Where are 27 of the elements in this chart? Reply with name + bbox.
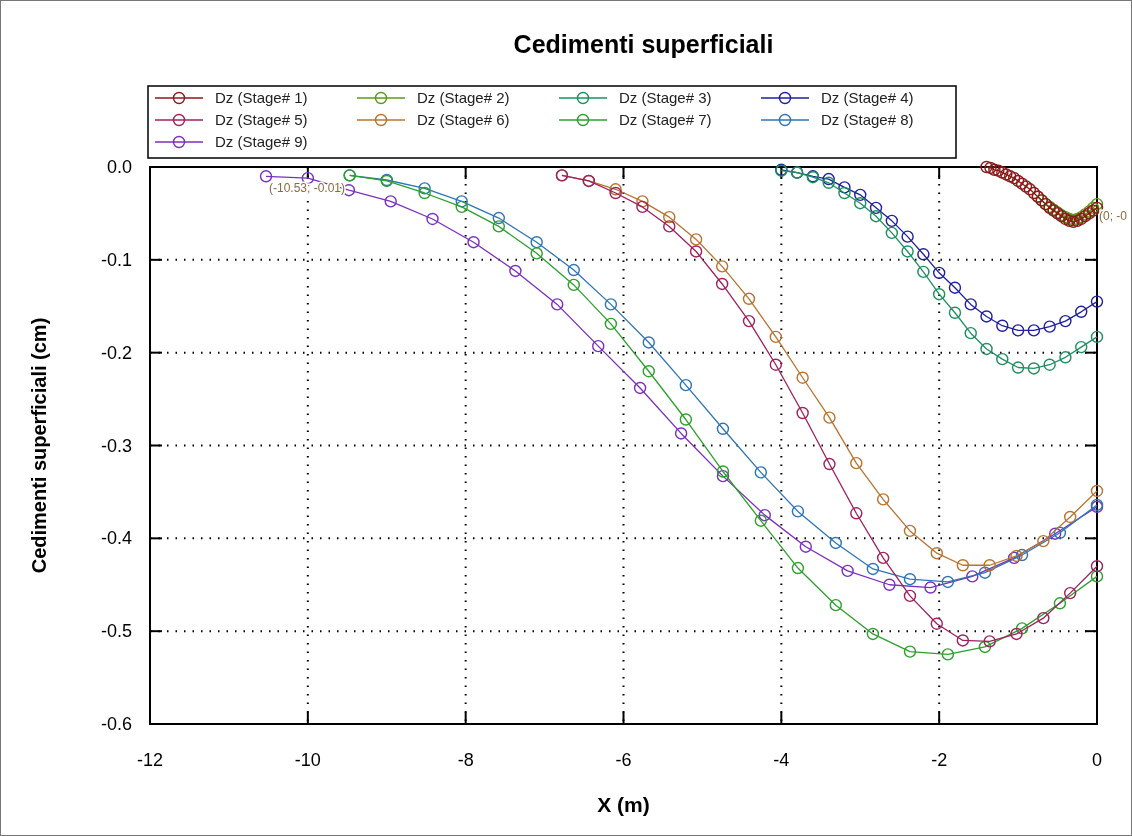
x-tick-label: -6 [615,750,632,770]
chart-title: Cedimenti superficiali [513,30,774,58]
y-tick-label: -0.5 [100,621,132,642]
y-tick-label: -0.1 [100,249,132,270]
annotation: (0; -0 [1099,209,1128,224]
y-tick-label: -0.3 [100,435,132,456]
y-axis-title: Cedimenti superficiali (cm) [28,317,50,574]
y-tick-label: -0.4 [100,528,132,549]
legend-label: Dz (Stage# 7) [619,111,712,128]
legend-label: Dz (Stage# 5) [215,111,308,128]
x-tick-label: -8 [457,750,474,770]
y-tick-label: -0.6 [100,714,132,734]
legend-label: Dz (Stage# 3) [619,89,712,106]
x-axis-title: X (m) [597,793,650,816]
legend-label: Dz (Stage# 2) [417,89,510,106]
x-tick-label: -4 [773,750,790,770]
legend-label: Dz (Stage# 4) [821,89,914,106]
y-tick-label: -0.2 [100,342,132,363]
legend-label: Dz (Stage# 6) [417,111,510,128]
legend-label: Dz (Stage# 9) [215,133,308,150]
x-tick-label: -10 [294,750,321,770]
x-tick-label: -12 [136,750,164,770]
legend-label: Dz (Stage# 1) [215,89,308,106]
x-tick-label: 0 [1091,750,1103,770]
y-tick-label: 0.0 [106,157,132,177]
legend-label: Dz (Stage# 8) [821,111,914,128]
x-tick-label: -2 [931,750,948,770]
